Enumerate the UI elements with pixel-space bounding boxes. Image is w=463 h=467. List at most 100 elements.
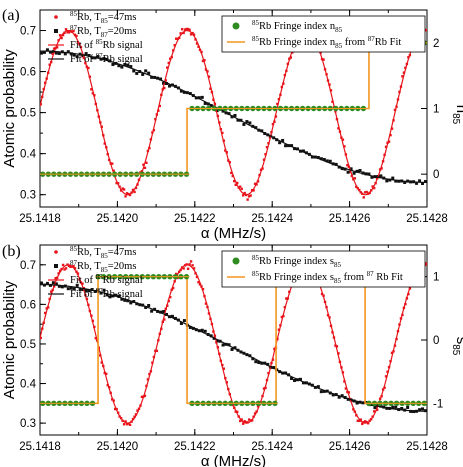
rb87-point [200, 95, 204, 99]
rb85-point [87, 66, 90, 70]
rb85-point [128, 193, 132, 197]
legend-entry-3: Fit of 87Rb signal [70, 52, 143, 65]
rb85-point [233, 179, 236, 183]
rb85-point [72, 265, 75, 268]
rb85-point [40, 336, 42, 340]
rb85-point [346, 164, 349, 167]
rb85-point [244, 421, 248, 424]
rb85-point [64, 28, 68, 31]
rb85-point [76, 272, 80, 275]
rb85-point [241, 194, 245, 197]
rb85-point [221, 131, 224, 135]
rb87-point [230, 115, 234, 119]
rb87-point [99, 291, 103, 295]
rb85-point [362, 196, 365, 199]
rb87-point [334, 162, 338, 166]
rb85-point [364, 191, 367, 194]
x-axis-title: α (MHz/s) [201, 453, 266, 467]
rb87-point [72, 287, 76, 291]
rb85-point [49, 290, 53, 293]
rb85-point [201, 287, 205, 291]
rb85-point [142, 163, 145, 166]
rb87-point [403, 180, 407, 184]
rb87-point [144, 69, 148, 73]
rb85-point [389, 133, 392, 137]
rb85-point [243, 420, 246, 423]
rb85-point [73, 267, 77, 270]
rb85-point [367, 422, 370, 425]
rb87-point [227, 112, 231, 116]
legend-rb85-marker [54, 15, 58, 19]
rb85-point [186, 27, 190, 31]
rb87-point [319, 390, 323, 394]
rb87-point [126, 299, 130, 303]
rb87-point [418, 408, 422, 412]
rb85-point [243, 191, 246, 195]
rb87-point [129, 301, 133, 305]
rb87-fit-line [40, 283, 427, 412]
rb87-point [182, 90, 186, 94]
rb85-point [57, 272, 60, 275]
rb87-point [197, 96, 201, 100]
rb85-point [81, 282, 84, 285]
y-tick-label: 0.7 [20, 26, 36, 38]
rb85-point [238, 185, 242, 188]
rb87-point [418, 179, 422, 183]
rb85-point [158, 104, 162, 108]
y-tick-label: 0.5 [20, 108, 36, 120]
rb85-point [335, 345, 339, 348]
rb85-point [207, 75, 211, 78]
rb85-point [189, 33, 193, 36]
rb87-point [355, 169, 359, 173]
rb87-point [352, 171, 356, 175]
rb85-point [277, 328, 281, 331]
rb85-point [276, 102, 279, 106]
rb87-point [355, 401, 359, 405]
rb85-point [206, 70, 209, 73]
rb87-point [385, 179, 389, 183]
rb85-point [155, 349, 159, 353]
y2-tick-label: 1 [433, 272, 439, 284]
rb85-point [364, 420, 367, 423]
legend-entry-0: 85Rb, T85=47ms [70, 10, 136, 25]
rb87-point [245, 120, 249, 124]
rb87-point [251, 357, 255, 361]
rb87-point [301, 381, 305, 385]
rb85-point [203, 59, 206, 62]
rb85-point [185, 27, 188, 31]
x-tick-label: 25.1424 [251, 441, 293, 453]
rb85-point [371, 185, 374, 188]
rb87-point [349, 167, 353, 171]
y-tick-label: 0.3 [20, 190, 36, 202]
rb87-point [102, 288, 106, 292]
rb87-point [379, 404, 383, 408]
rb85-point [110, 162, 114, 165]
rb87-point [254, 360, 258, 364]
rb87-point [60, 285, 64, 289]
rb87-point [367, 172, 371, 176]
rb85-point [121, 187, 124, 190]
x-tick-label: 25.1428 [406, 213, 448, 225]
rb87-point [203, 101, 207, 105]
x-tick-label: 25.1422 [174, 213, 216, 225]
rb85-point [246, 198, 249, 201]
rb87-point [322, 389, 326, 393]
rb87-point [188, 325, 192, 329]
rb87-point [170, 314, 174, 318]
rb87-point [173, 316, 177, 320]
rb87-point [135, 71, 139, 75]
rb87-point [153, 307, 157, 311]
rb85-point [172, 286, 175, 290]
rb85-point [372, 186, 376, 190]
y-tick-label: 0.6 [20, 67, 36, 79]
rb87-point [409, 409, 413, 413]
rb87-point [93, 289, 97, 293]
rb85-point [54, 277, 57, 280]
legend-right-entry-1: 85Rb Fringe index n85 from 87Rb Fit [252, 35, 401, 50]
rb85-point [329, 89, 333, 92]
rb85-point [274, 115, 278, 118]
rb87-point [257, 361, 261, 365]
rb85-fit-line [40, 29, 427, 196]
rb85-point [198, 283, 202, 286]
rb87-point [322, 157, 326, 161]
